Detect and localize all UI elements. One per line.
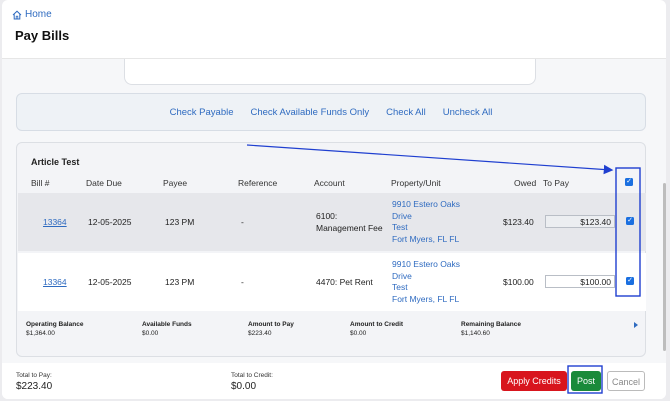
header-owed: Owed [514,178,537,188]
header-reference: Reference [238,178,278,188]
reference: - [241,277,244,287]
scrollbar[interactable] [663,183,666,351]
total-to-pay-label: Total to Pay: [16,372,52,379]
total-to-credit-value: $0.00 [231,381,257,392]
operating-balance-label: Operating Balance [26,321,84,328]
header-bill: Bill # [31,178,50,188]
footer-bar: Total to Pay: $223.40 Total to Credit: $… [2,363,666,399]
header-property-unit: Property/Unit [391,178,441,188]
amount-to-pay-value: $223.40 [248,330,272,337]
apply-credits-button[interactable]: Apply Credits [501,371,567,391]
amount-to-pay-label: Amount to Pay [248,321,294,328]
date-due: 12-05-2025 [88,217,132,227]
available-funds-label: Available Funds [142,321,192,328]
post-button[interactable]: Post [571,371,601,391]
payee: 123 PM [165,217,195,227]
account: 6100: Management Fee [316,211,383,234]
property-unit-link[interactable]: 9910 Estero Oaks Drive Test Fort Myers, … [392,259,460,305]
property-line: Test [392,282,408,292]
header-account: Account [314,178,345,188]
header-payee: Payee [163,178,188,188]
available-funds: Available Funds $0.00 [142,321,192,337]
expand-arrow-icon[interactable] [634,322,638,328]
scroll-area: Check Payable Check Available Funds Only… [2,58,666,363]
available-funds-value: $0.00 [142,330,159,337]
header-to-pay: To Pay [543,178,569,188]
previous-panel-stub [124,59,536,85]
amount-to-credit-label: Amount to Credit [350,321,404,328]
check-all-link[interactable]: Check All [386,106,426,118]
property-line: Drive [392,210,412,221]
date-due: 12-05-2025 [88,277,132,287]
property-line: Fort Myers, FL FL [392,233,460,244]
amount-to-credit: Amount to Credit $0.00 [350,321,403,337]
check-payable-link[interactable]: Check Payable [169,106,234,118]
breadcrumb[interactable]: Home [12,9,52,20]
reference: - [241,217,244,227]
table-row: 13364 12-05-2025 123 PM - 4470: Pet Rent… [18,253,646,311]
bill-number-link[interactable]: 13364 [43,277,67,287]
amount-to-credit-value: $0.00 [350,330,367,337]
bulk-actions-bar: Check Payable Check Available Funds Only… [16,93,646,131]
property-line: Fort Myers, FL FL [392,293,460,304]
operating-balance: Operating Balance $1,364.00 [26,321,83,337]
home-icon [12,10,22,19]
property-unit-link[interactable]: 9910 Estero Oaks Drive Test Fort Myers, … [392,199,460,245]
to-pay-input[interactable]: $100.00 [545,275,615,288]
amount-to-pay: Amount to Pay $223.40 [248,321,294,337]
vendor-bills-panel: Article Test Bill # Date Due Payee Refer… [16,142,646,357]
account-line: Management Fee [316,222,383,233]
table-row: 13364 12-05-2025 123 PM - 6100: Manageme… [18,193,646,251]
property-line: 9910 Estero Oaks [392,199,461,209]
total-to-credit-label: Total to Credit: [231,372,273,379]
total-to-pay-value: $223.40 [16,381,53,392]
cancel-button[interactable]: Cancel [607,371,645,391]
page-title: Pay Bills [15,28,70,43]
check-available-funds-link[interactable]: Check Available Funds Only [250,106,370,118]
owed-amount: $100.00 [503,277,534,287]
property-line: 9910 Estero Oaks [392,259,461,269]
row-checkbox[interactable]: ✓ [626,277,634,285]
payee: 123 PM [165,277,195,287]
property-line: Drive [392,270,412,281]
header-date-due: Date Due [86,178,122,188]
remaining-balance: Remaining Balance $1,140.60 [461,321,521,337]
uncheck-all-link[interactable]: Uncheck All [442,106,493,118]
remaining-balance-value: $1,140.60 [461,330,490,337]
owed-amount: $123.40 [503,217,534,227]
operating-balance-value: $1,364.00 [26,330,55,337]
breadcrumb-home-link[interactable]: Home [25,9,52,20]
to-pay-input[interactable]: $123.40 [545,215,615,228]
account-line: 6100: [316,211,338,221]
remaining-balance-label: Remaining Balance [461,321,521,328]
select-all-checkbox[interactable]: ✓ [625,178,633,186]
bill-number-link[interactable]: 13364 [43,217,67,227]
row-checkbox[interactable]: ✓ [626,217,634,225]
property-line: Test [392,222,408,232]
panel-title: Article Test [31,157,80,167]
account: 4470: Pet Rent [316,277,373,287]
